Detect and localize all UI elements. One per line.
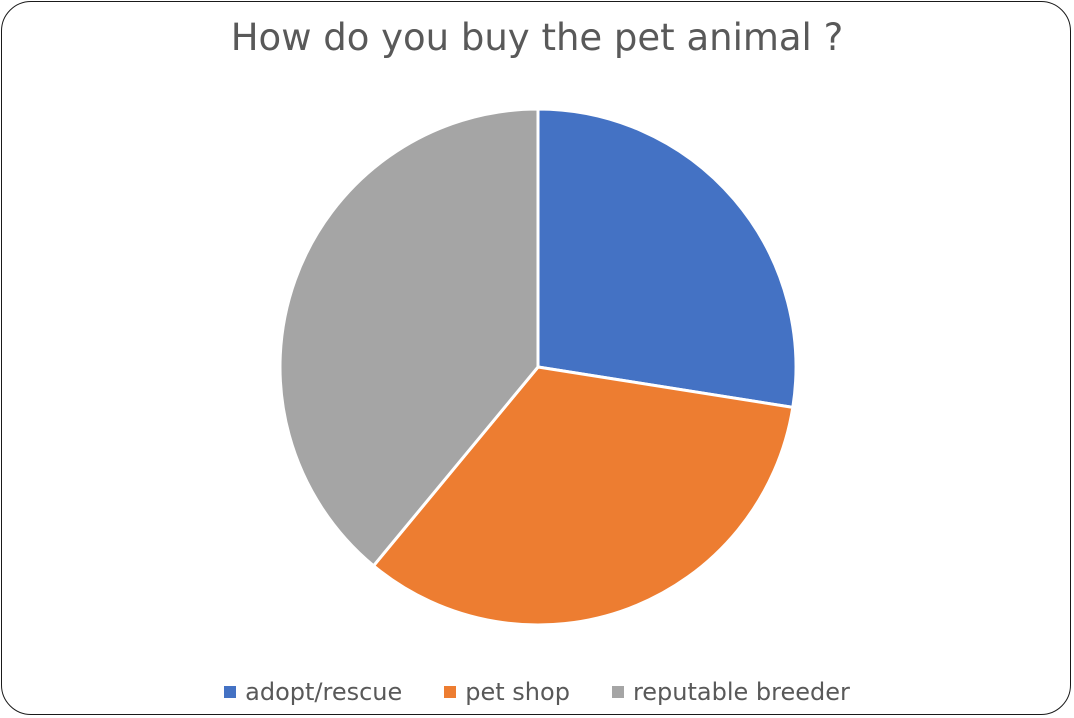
legend-label: reputable breeder [632, 678, 850, 706]
chart-title: How do you buy the pet animal ? [230, 16, 844, 59]
legend-item-pet-shop: pet shop [444, 678, 570, 706]
legend-item-adopt-rescue: adopt/rescue [224, 678, 402, 706]
legend: adopt/rescue pet shop reputable breeder [0, 678, 1074, 706]
pie-slice-adopt-rescue [536, 107, 798, 409]
legend-item-reputable-breeder: reputable breeder [611, 678, 850, 706]
legend-label: pet shop [465, 678, 570, 706]
legend-swatch [444, 686, 457, 698]
legend-swatch [611, 686, 624, 698]
pie-slice-pet-shop [372, 365, 795, 627]
legend-swatch [224, 686, 237, 698]
pie-slice-reputable-breeder [278, 107, 540, 568]
pie-slices [278, 107, 798, 627]
legend-label: adopt/rescue [245, 678, 403, 706]
